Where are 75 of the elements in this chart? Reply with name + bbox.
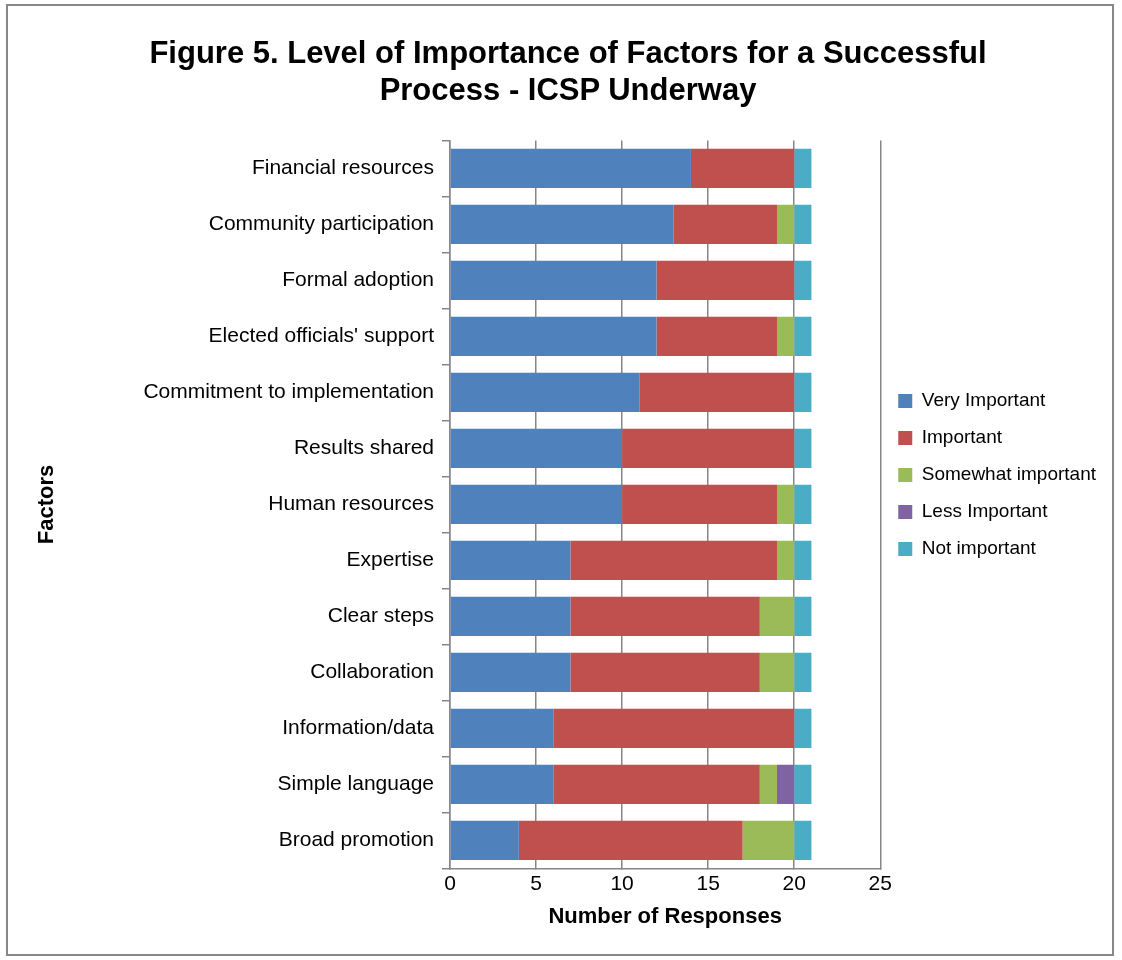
bar [776,540,795,580]
bar [794,316,812,356]
x-tick-label: 25 [868,870,892,894]
bar [656,316,777,356]
bar [776,764,795,804]
bar [794,484,812,524]
bar [776,204,795,244]
bar [794,372,812,412]
y-tick-label: Results shared [293,435,434,459]
bar [673,204,777,244]
bar [776,484,795,524]
bar [450,428,623,468]
bar [553,708,795,748]
legend-label: Important [921,426,1003,448]
bar [450,260,657,300]
bar [759,652,795,692]
bar [794,764,812,804]
legend-label: Less Important [921,500,1049,522]
x-tick-label: 5 [530,870,542,894]
y-tick-label: Community participation [208,211,434,235]
bar [776,316,795,356]
bar [794,708,812,748]
bar [622,484,777,524]
bar [450,204,674,244]
legend-label: Very Important [921,389,1047,411]
bar [794,148,812,188]
bar [570,652,760,692]
x-tick-label: 0 [444,870,456,894]
bar [794,260,812,300]
chart-title: Figure 5. Level of Importance of Factors for a Successful Process - ICSP Underway [149,35,987,108]
bar [794,820,812,860]
bar [450,316,657,356]
bar [450,708,554,748]
bar [794,652,812,692]
bar [450,484,623,524]
x-tick-label: 15 [696,870,720,894]
y-tick-label: Simple language [277,771,434,795]
y-tick-label: Collaboration [310,659,434,683]
bar [639,372,795,412]
bar [794,428,812,468]
bar [794,596,812,636]
bar [742,820,795,860]
bar [759,764,777,804]
bar [450,148,691,188]
bar [794,204,812,244]
bar [690,148,795,188]
x-tick-label: 20 [782,870,806,894]
bar [450,596,571,636]
bar [450,820,519,860]
legend-label: Not important [921,537,1037,559]
y-tick-label: Clear steps [327,603,434,627]
y-axis-title: Factors [33,464,59,545]
y-tick-label: Financial resources [251,155,434,179]
y-tick-label: Commitment to implementation [143,379,434,403]
bar [656,260,795,300]
bar [518,820,743,860]
bar [622,428,795,468]
y-tick-label: Human resources [268,491,434,515]
x-axis-title: Number of Responses [548,902,782,928]
y-tick-label: Formal adoption [282,267,434,291]
y-tick-label: Elected officials' support [208,323,435,347]
bar [794,540,812,580]
bar [570,540,777,580]
y-tick-label: Broad promotion [278,827,434,851]
bar [759,596,795,636]
bar [450,652,571,692]
bar [450,372,640,412]
bar [553,764,760,804]
bar [450,764,554,804]
x-tick-label: 10 [610,870,634,894]
bar [570,596,760,636]
legend-label: Somewhat important [921,463,1097,485]
y-tick-label: Expertise [346,547,434,571]
y-tick-label: Information/data [282,715,435,739]
bar [450,540,571,580]
